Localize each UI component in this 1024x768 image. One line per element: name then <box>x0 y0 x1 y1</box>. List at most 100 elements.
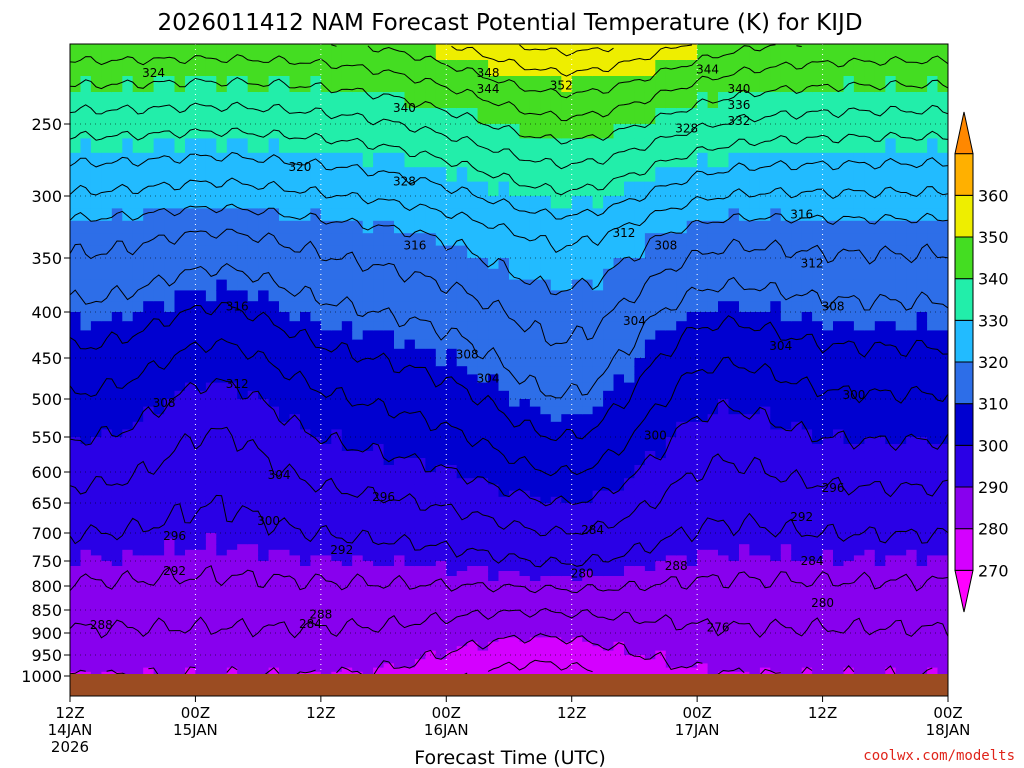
contour-324 <box>70 177 948 253</box>
contour-label: 304 <box>477 372 500 386</box>
contour-label: 348 <box>477 66 500 80</box>
contour-label: 304 <box>769 339 792 353</box>
contour-label: 276 <box>707 620 730 634</box>
colorbar-label: 320 <box>978 353 1009 372</box>
x-tick-label: 12Z <box>808 704 837 722</box>
contour-280 <box>70 633 933 676</box>
credit-text: coolwx.com/modelts <box>863 748 1015 764</box>
y-tick-label: 300 <box>31 187 62 206</box>
contour-344 <box>70 54 948 122</box>
colorbar-segment <box>954 319 974 363</box>
x-axis-title: Forecast Time (UTC) <box>414 747 605 768</box>
x-tick-label: 12Z <box>55 704 84 722</box>
x-tick-label: 14JAN <box>48 721 93 739</box>
contour-label: 296 <box>822 481 845 495</box>
colorbar-label: 340 <box>978 270 1009 289</box>
contour-label: 288 <box>309 608 332 622</box>
contour-label: 300 <box>257 514 280 528</box>
x-tick-label: 00Z <box>933 704 962 722</box>
contour-label: 284 <box>801 554 824 568</box>
x-tick-label: 18JAN <box>926 721 971 739</box>
y-tick-label: 850 <box>31 601 62 620</box>
colorbar-label: 270 <box>978 561 1009 580</box>
contour-332 <box>70 127 948 196</box>
x-tick-label: 2026 <box>51 738 89 756</box>
color-bands <box>70 44 948 676</box>
contour-label: 328 <box>393 175 416 189</box>
contour-312 <box>70 262 948 399</box>
contour-label: 280 <box>571 567 594 581</box>
colorbar-label: 310 <box>978 395 1009 414</box>
x-tick-label: 17JAN <box>675 721 720 739</box>
contour-label: 332 <box>727 114 750 128</box>
colorbar-segment <box>954 153 974 196</box>
chart-title: 2026011412 NAM Forecast Potential Temper… <box>157 10 862 36</box>
x-tick-label: 12Z <box>557 704 586 722</box>
contour-label: 288 <box>90 618 113 632</box>
contour-label: 300 <box>842 388 865 402</box>
y-tick-label: 600 <box>31 463 62 482</box>
contour-label: 316 <box>403 239 426 253</box>
contour-label: 296 <box>372 490 395 504</box>
x-tick-label: 00Z <box>432 704 461 722</box>
contour-label: 316 <box>226 300 249 314</box>
contour-300 <box>70 377 948 507</box>
contour-label: 352 <box>550 79 573 93</box>
x-tick-label: 15JAN <box>173 721 218 739</box>
contour-356 <box>519 44 614 57</box>
contour-label: 308 <box>153 396 176 410</box>
ground-surface <box>70 674 948 696</box>
contour-label: 284 <box>299 617 322 631</box>
contour-label: 304 <box>268 468 291 482</box>
colorbar-segment <box>954 444 974 488</box>
contour-label: 328 <box>675 121 698 135</box>
contour-320 <box>70 203 948 296</box>
colorbar-label: 330 <box>978 311 1009 330</box>
contour-label: 308 <box>822 300 845 314</box>
contour-label: 284 <box>581 523 604 537</box>
colorbar-label: 280 <box>978 520 1009 539</box>
contour-340 <box>70 77 948 145</box>
contour-label: 316 <box>790 208 813 222</box>
colorbar-segment <box>954 569 974 613</box>
x-tick-label: 12Z <box>306 704 335 722</box>
colorbar-label: 360 <box>978 186 1009 205</box>
contour-352 <box>451 44 692 77</box>
x-tick-label: 16JAN <box>424 721 469 739</box>
colorbar-segment <box>954 236 974 280</box>
colorbar-segment <box>954 486 974 530</box>
y-tick-label: 550 <box>31 428 62 447</box>
contour-288 <box>70 565 948 594</box>
contour-label: 344 <box>477 82 500 96</box>
y-tick-label: 450 <box>31 349 62 368</box>
contour-label: 308 <box>654 239 677 253</box>
colorbar-label: 350 <box>978 228 1009 247</box>
y-tick-label: 700 <box>31 524 62 543</box>
contour-label: 280 <box>811 596 834 610</box>
contour-label: 288 <box>665 559 688 573</box>
y-tick-label: 250 <box>31 115 62 134</box>
contour-label: 300 <box>644 428 667 442</box>
x-tick-label: 00Z <box>682 704 711 722</box>
contour-label: 312 <box>226 377 249 391</box>
y-tick-label: 900 <box>31 624 62 643</box>
contour-lines <box>70 44 948 676</box>
contour-label: 296 <box>163 529 186 543</box>
colorbar-label: 300 <box>978 436 1009 455</box>
contour-label: 312 <box>801 256 824 270</box>
y-tick-label: 500 <box>31 390 62 409</box>
contour-label: 308 <box>456 347 479 361</box>
colorbar-segment <box>954 111 974 155</box>
contour-label: 292 <box>790 510 813 524</box>
y-tick-label: 350 <box>31 249 62 268</box>
contour-label: 324 <box>142 66 165 80</box>
y-tick-label: 400 <box>31 303 62 322</box>
grid-lines <box>70 44 948 674</box>
contour-296 <box>70 426 948 537</box>
contour-316 <box>70 228 948 347</box>
y-tick-label: 800 <box>31 577 62 596</box>
y-tick-label: 1000 <box>21 667 62 686</box>
y-tick-label: 950 <box>31 646 62 665</box>
